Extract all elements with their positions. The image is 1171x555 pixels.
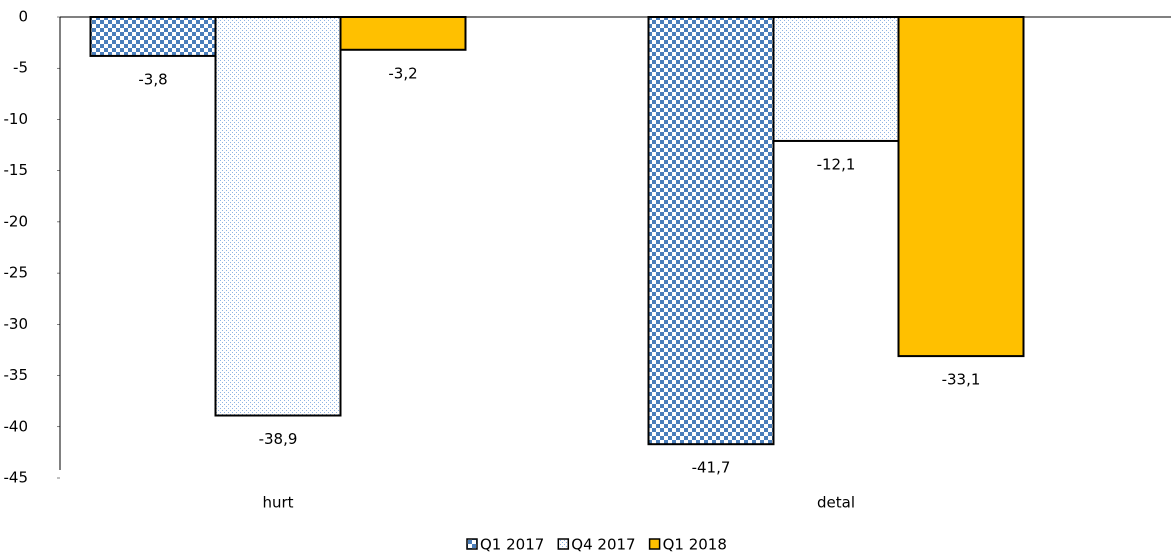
y-tick-label: -5 (13, 59, 28, 77)
value-label: -41,7 (692, 459, 731, 477)
value-label: -3,2 (388, 64, 417, 82)
bar (339, 16, 467, 51)
legend-swatch (557, 538, 570, 550)
y-tick-label: -10 (4, 110, 29, 128)
bar (214, 16, 342, 417)
bar (647, 16, 775, 446)
value-label: -3,8 (138, 70, 167, 88)
legend-swatch (466, 538, 478, 550)
legend-label: Q4 2017 (571, 536, 635, 554)
x-tick-label: detal (817, 494, 855, 512)
legend-label: Q1 2017 (480, 536, 544, 554)
bar (897, 16, 1025, 358)
y-tick-label: -25 (4, 264, 29, 282)
bar (89, 16, 217, 57)
y-tick-label: -20 (4, 212, 29, 230)
y-tick-label: -35 (4, 366, 29, 384)
y-tick-label: -40 (4, 417, 29, 435)
legend-label: Q1 2018 (663, 536, 727, 554)
y-tick-label: 0 (18, 8, 28, 26)
value-label: -12,1 (817, 155, 856, 173)
y-tick-label: -30 (4, 315, 29, 333)
bar (772, 16, 900, 142)
x-tick-label: hurt (262, 494, 293, 512)
value-label: -33,1 (942, 371, 981, 389)
y-tick-label: -15 (4, 161, 29, 179)
legend-swatch (648, 538, 661, 550)
value-label: -38,9 (259, 430, 298, 448)
y-tick-label: -45 (4, 469, 29, 487)
